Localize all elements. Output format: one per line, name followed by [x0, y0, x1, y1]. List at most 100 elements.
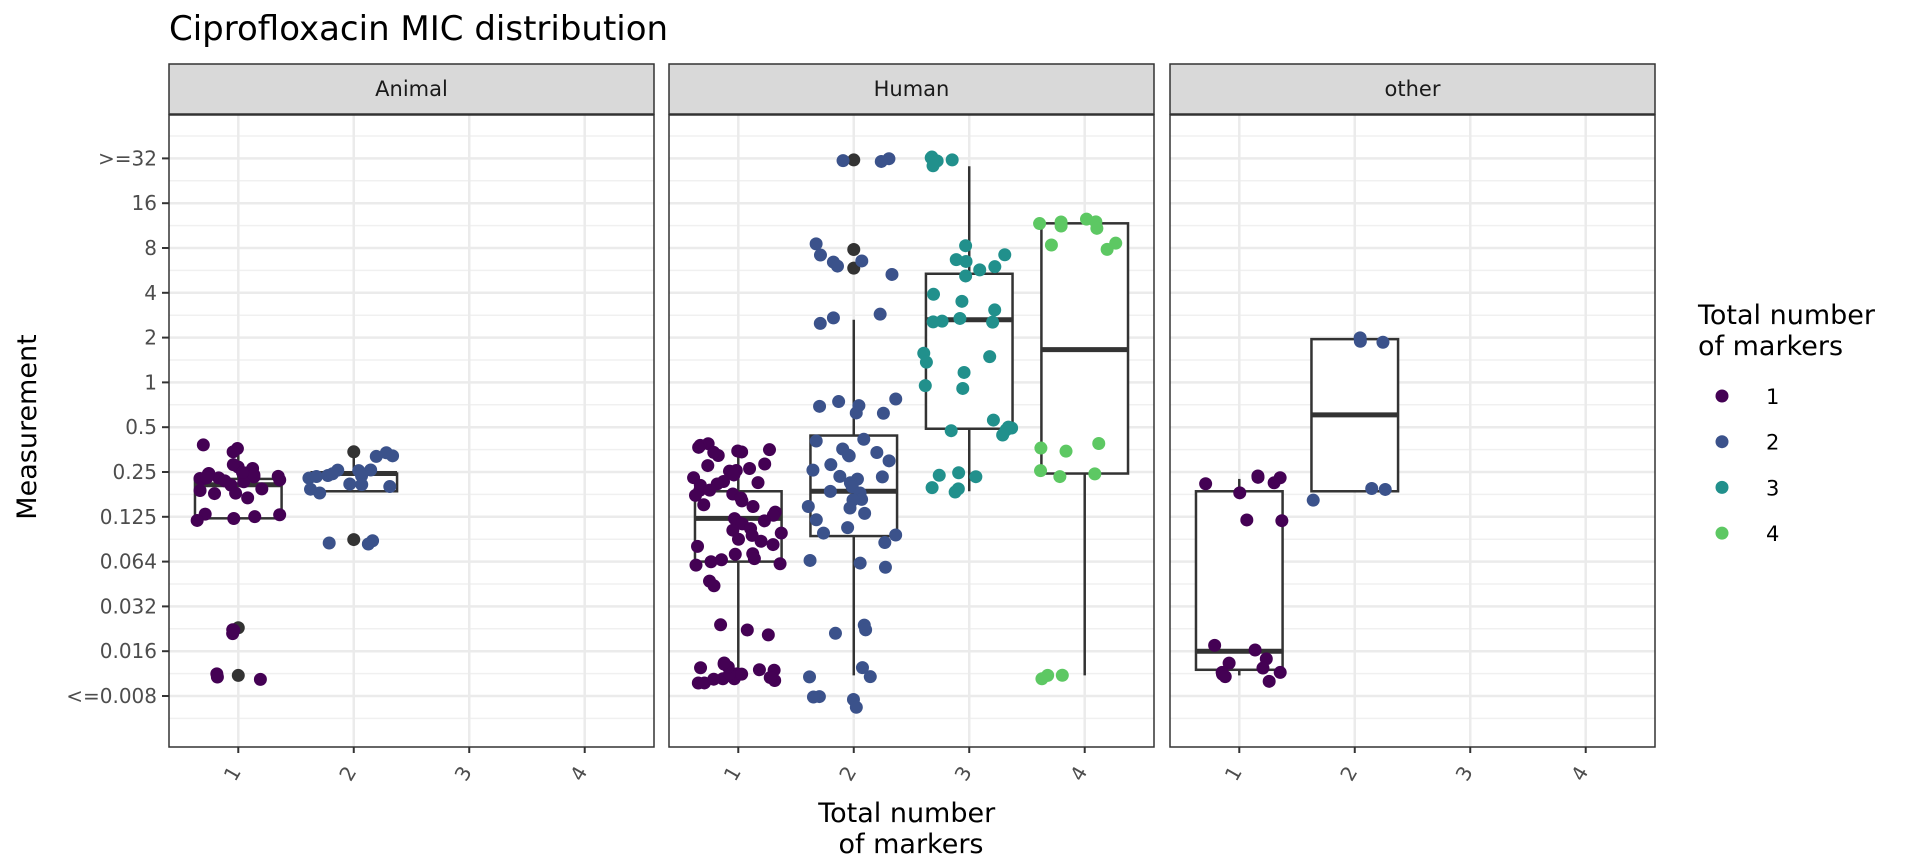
data-point [1218, 670, 1232, 684]
data-point [809, 434, 823, 448]
data-point [273, 473, 287, 487]
data-point [703, 483, 717, 497]
data-point [1353, 334, 1367, 348]
data-point [809, 237, 823, 251]
data-point [889, 392, 903, 406]
boxplot-group-4 [1033, 212, 1130, 686]
boxplot-group-3 [917, 150, 1019, 499]
data-point [801, 499, 815, 513]
outlier-point [347, 533, 361, 547]
y-tick-label: 4 [144, 281, 157, 305]
panel-border [668, 114, 1155, 748]
data-point [196, 438, 210, 452]
data-point [945, 153, 959, 167]
data-point [1033, 217, 1047, 231]
data-point [757, 514, 771, 528]
data-point [1273, 665, 1287, 679]
data-point [707, 672, 721, 686]
data-point [956, 381, 970, 395]
y-axis-title: Measurement [12, 334, 43, 519]
y-tick-label: 16 [132, 191, 157, 215]
data-point [983, 350, 997, 364]
data-point [734, 491, 748, 505]
data-point [1090, 221, 1104, 235]
data-point [762, 443, 776, 457]
data-point [926, 159, 940, 173]
y-tick-label: 0.125 [100, 505, 157, 529]
data-point [1034, 464, 1048, 478]
data-point [857, 432, 871, 446]
data-point [885, 267, 899, 281]
data-point [833, 469, 847, 483]
data-point [701, 459, 715, 473]
data-point [326, 467, 340, 481]
y-axis: <=0.008 0.016 0.032 0.064 0.125 0.25 0.5 1 2 4 8 16… [66, 146, 169, 708]
y-tick-label: 0.25 [112, 460, 157, 484]
x-axis-title-line-2: of markers [838, 829, 983, 860]
data-point [248, 510, 262, 524]
y-tick-label: 1 [144, 370, 157, 394]
panel-background [169, 115, 654, 747]
boxplot-group-2 [302, 445, 400, 551]
data-point [758, 457, 772, 471]
data-point [955, 294, 969, 308]
data-point [727, 468, 741, 482]
data-point [849, 406, 863, 420]
data-point [1233, 486, 1247, 500]
data-point [1267, 476, 1281, 490]
data-point [241, 491, 255, 505]
data-point [273, 508, 287, 522]
data-point [988, 260, 1002, 274]
data-point [836, 154, 850, 168]
legend-title-line-2: of markers [1698, 331, 1843, 362]
data-point [190, 513, 204, 527]
data-point [304, 482, 318, 496]
data-point [873, 307, 887, 321]
data-point [803, 553, 817, 567]
data-point [355, 478, 369, 492]
data-point [1088, 467, 1102, 481]
data-point [988, 303, 1002, 317]
data-point [876, 406, 890, 420]
data-point [1055, 668, 1069, 682]
data-point [1054, 215, 1068, 229]
data-point [855, 254, 869, 268]
legend: Total number of markers 1 2 3 4 [1697, 300, 1884, 546]
data-point [208, 487, 222, 501]
data-point [826, 311, 840, 325]
box [924, 272, 1014, 430]
data-point [1365, 482, 1379, 496]
data-point [691, 539, 705, 553]
data-point [849, 700, 863, 714]
x-axis-title-line-1: Total number [817, 798, 996, 829]
data-point [949, 253, 963, 267]
data-point [227, 512, 241, 526]
data-point [688, 488, 702, 502]
legend-title: Total number of markers [1697, 300, 1884, 362]
boxplot-group-1 [687, 437, 788, 690]
data-point [707, 579, 721, 593]
facet-panel-other: other 1 2 3 4 [1169, 63, 1656, 785]
data-point [766, 538, 780, 552]
data-point [813, 248, 827, 262]
data-point [694, 661, 708, 675]
data-point [969, 470, 983, 484]
data-point [383, 480, 397, 494]
data-point [752, 663, 766, 677]
data-point [218, 474, 232, 488]
data-point [322, 536, 336, 550]
data-point [841, 521, 855, 535]
data-point [959, 254, 973, 268]
data-point [236, 466, 250, 480]
data-point [855, 661, 869, 675]
box [1194, 490, 1284, 672]
data-point [932, 468, 946, 482]
data-point [774, 526, 788, 540]
data-point [1035, 672, 1049, 686]
chart-title: Ciprofloxacin MIC distribution [169, 9, 668, 49]
data-point [973, 263, 987, 277]
data-point [986, 413, 1000, 427]
outlier-point [231, 668, 245, 682]
data-point [773, 557, 787, 571]
y-tick-label: 0.016 [100, 639, 157, 663]
